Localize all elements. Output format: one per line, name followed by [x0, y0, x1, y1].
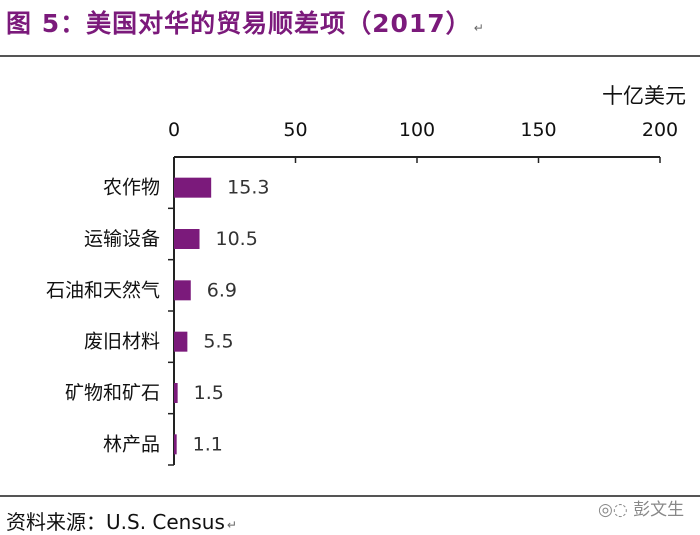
category-label: 石油和天然气	[46, 279, 160, 301]
category-label: 运输设备	[84, 228, 160, 250]
data-label: 1.1	[193, 433, 223, 455]
category-label: 农作物	[103, 177, 160, 199]
x-tick-label: 0	[168, 119, 180, 141]
return-mark-icon: ↵	[473, 21, 485, 35]
watermark: ◎◌ 彭文生	[598, 500, 685, 520]
bar	[174, 229, 200, 249]
data-label: 10.5	[216, 228, 258, 250]
bar	[174, 434, 177, 455]
return-mark-icon: ↵	[226, 518, 237, 532]
source-note: 资料来源：U.S. Census ↵	[6, 510, 237, 534]
x-tick-label: 100	[399, 119, 435, 141]
bar-chart: 十亿美元 0 50 100 150 200 农作物 15.3 运输设备 10.5 石油和天然气 6.9…	[46, 84, 686, 466]
data-label: 5.5	[203, 331, 233, 353]
x-tick-label: 150	[520, 119, 556, 141]
category-label: 废旧材料	[84, 331, 160, 353]
category-label: 矿物和矿石	[65, 382, 160, 404]
chart-title: 图 5：美国对华的贸易顺差项（2017） ↵	[6, 9, 485, 38]
bar	[174, 177, 212, 198]
bar	[174, 383, 178, 403]
data-label: 15.3	[227, 177, 269, 199]
bar	[174, 280, 191, 301]
bar	[174, 331, 188, 352]
x-tick-label: 200	[642, 119, 678, 141]
data-label: 1.5	[194, 382, 224, 404]
bottom-divider	[0, 495, 700, 497]
unit-label: 十亿美元	[602, 84, 686, 108]
wechat-icon: ◎◌	[598, 500, 634, 520]
top-divider	[0, 55, 700, 57]
category-label: 林产品	[103, 433, 160, 455]
data-label: 6.9	[207, 279, 237, 301]
x-tick-label: 50	[283, 119, 307, 141]
